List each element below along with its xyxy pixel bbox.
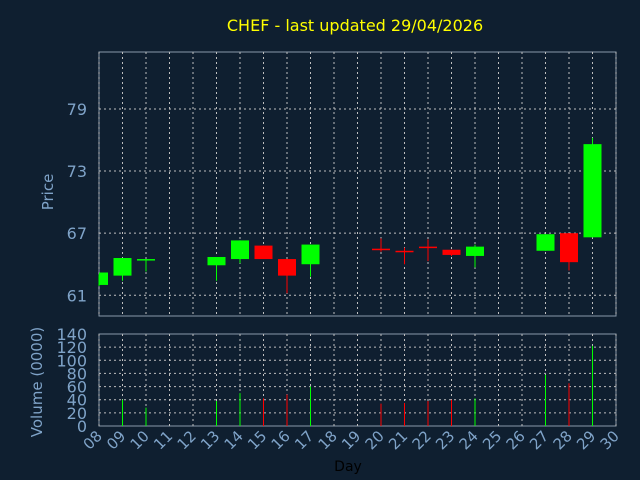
price-tick-label: 67 [67, 224, 87, 243]
candle-body [395, 250, 414, 253]
volume-bars [122, 345, 593, 426]
x-axis-label: Day [334, 459, 362, 475]
volume-axis-label: Volume (0000) [28, 327, 46, 437]
price-y-ticks: 61 67 73 79 [67, 100, 87, 305]
candle-body [137, 259, 155, 261]
candle [278, 259, 296, 294]
volume-tick-label: 100 [56, 351, 87, 370]
volume-tick-label: 20 [67, 404, 87, 423]
candle [442, 249, 461, 256]
candle [301, 244, 320, 277]
price-panel: 61 67 73 79 Price [39, 51, 617, 317]
candle-body [466, 246, 484, 256]
candle-body [207, 256, 226, 266]
candle [231, 240, 249, 264]
candle [536, 234, 555, 251]
candle-body [301, 244, 320, 265]
candle [137, 259, 155, 272]
candle [466, 244, 484, 268]
price-axis-label: Price [39, 174, 57, 211]
price-tick-label: 61 [67, 286, 87, 305]
chart-title: CHEF - last updated 29/04/2026 [227, 16, 483, 35]
candles [98, 137, 602, 294]
candle-body [419, 246, 437, 249]
volume-tick-label: 140 [56, 325, 87, 344]
candle-body [536, 234, 555, 251]
volume-tick-label: 60 [67, 378, 87, 397]
candle-body [99, 272, 108, 285]
volume-tick-label: 0 [77, 417, 87, 436]
candle-body [231, 240, 249, 260]
price-tick-label: 79 [67, 100, 87, 119]
candle [372, 238, 390, 252]
candle [560, 233, 578, 271]
candle-body [113, 258, 132, 276]
candle-body [442, 249, 461, 255]
candle [98, 272, 108, 286]
candle [113, 258, 132, 281]
volume-tick-label: 80 [67, 364, 87, 383]
volume-tick-label: 40 [67, 391, 87, 410]
candle-body [583, 144, 602, 238]
candle-body [254, 245, 273, 260]
volume-tick-label: 120 [56, 338, 87, 357]
candle-body [278, 259, 296, 276]
x-axis-ticks: 0809101112131415161718192021222324252627… [80, 427, 623, 453]
candle [419, 239, 437, 262]
candle-body [560, 233, 578, 263]
price-tick-label: 73 [67, 162, 87, 181]
candle [395, 247, 414, 265]
candle [583, 137, 602, 238]
candle [207, 256, 226, 281]
candle-body [372, 248, 390, 251]
candle [254, 245, 273, 260]
